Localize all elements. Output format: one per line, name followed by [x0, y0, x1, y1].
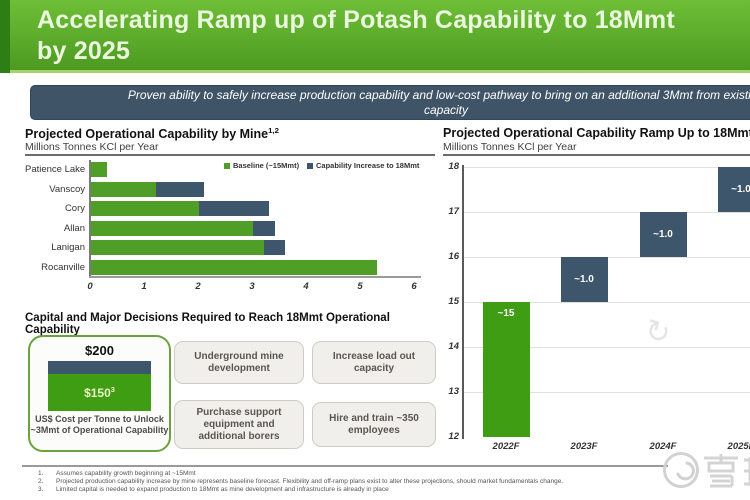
right-waterfall-chart: 18 17 16 15 14 13 12 ~15 ~1.0 ~1.0 ~1.0 2022F 2023F 2…: [443, 158, 750, 458]
waterfall-bar-2025F: ~1.0: [717, 167, 750, 212]
key-message-banner: Proven ability to safely increase produc…: [30, 85, 750, 120]
cost-top-value: $200: [85, 343, 114, 358]
decision-box-hire-train: Hire and train ~350 employees: [312, 402, 436, 447]
x-category-label: 2024F: [649, 441, 677, 452]
y-tick-label: 16: [448, 251, 459, 262]
y-tick-label: 17: [448, 206, 459, 217]
increase-bar: [263, 240, 286, 255]
footnote-divider: [22, 465, 668, 467]
baseline-swatch-icon: [224, 162, 230, 169]
baseline-bar: [91, 181, 156, 197]
gridline: [464, 347, 750, 348]
gridline: [464, 392, 750, 393]
left-chart-title: Projected Operational Capability by Mine…: [25, 126, 279, 142]
capital-section-heading: Capital and Major Decisions Required to …: [25, 312, 390, 336]
left-chart-rule: [25, 154, 435, 156]
increase-bar: [253, 220, 275, 236]
slide-header: [0, 0, 750, 73]
left-bar-chart: Patience Lake Vanscoy Cory Allan Lanigan Roca…: [25, 160, 437, 298]
category-label: Vanscoy: [49, 183, 85, 195]
cost-per-tonne-box: $200 $1503 US$ Cost per Tonne to Unlock …: [28, 335, 171, 452]
cost-bar-value: $150: [84, 386, 111, 400]
x-tick-label: 6: [411, 281, 417, 292]
cost-bar-superscript: 3: [110, 385, 115, 394]
waterfall-bar-2022F: ~15: [482, 302, 530, 437]
cost-caption: US$ Cost per Tonne to Unlock ~3Mmt of Op…: [30, 414, 169, 435]
cost-bar-increase-segment: [48, 361, 151, 374]
left-chart-x-axis: [89, 276, 421, 278]
category-label: Lanigan: [51, 242, 85, 253]
category-label: Cory: [64, 203, 85, 214]
y-tick-label: 12: [448, 431, 459, 442]
right-chart-title: Projected Operational Capability Ramp Up…: [443, 126, 750, 140]
right-chart-subtitle: Millions Tonnes KCl per Year: [443, 141, 577, 153]
watermark-logo-icon: [663, 452, 699, 488]
x-category-label: 2025F: [727, 441, 750, 452]
legend-item-increase: Capability Increase to 18Mmt: [307, 161, 419, 170]
category-label: Patience Lake: [25, 164, 86, 175]
left-chart-subtitle: Millions Tonnes KCl per Year: [25, 141, 159, 153]
category-label: Allan: [63, 222, 85, 234]
increase-bar: [155, 181, 205, 197]
baseline-bar: [91, 240, 264, 255]
category-label: Rocanville: [41, 261, 85, 273]
x-category-label: 2022F: [492, 441, 520, 452]
bar-value-label: ~1.0: [574, 274, 594, 285]
bar-value-label: ~1.0: [653, 229, 673, 240]
increase-swatch-icon: [307, 162, 313, 169]
baseline-bar: [91, 259, 378, 275]
decision-box-load-out: Increase load out capacity: [312, 341, 436, 384]
gridline: [464, 167, 750, 168]
waterfall-bar-2023F: ~1.0: [560, 257, 608, 302]
y-tick-label: 14: [448, 341, 459, 352]
bar-value-label: ~15: [497, 308, 515, 319]
cost-mini-bar: $1503: [48, 361, 151, 411]
baseline-bar: [91, 162, 108, 177]
y-tick-label: 15: [448, 296, 459, 307]
x-tick-label: 4: [303, 281, 309, 292]
x-tick-label: 0: [87, 281, 93, 292]
header-accent-strip: [0, 0, 10, 73]
legend-item-baseline: Baseline (~15Mmt): [224, 161, 299, 170]
cost-bar-baseline-segment: $1503: [48, 374, 151, 411]
watermark-text: [702, 452, 750, 495]
x-tick-label: 2: [195, 281, 201, 292]
slide-title: Accelerating Ramp up of Potash Capabilit…: [37, 6, 675, 65]
gridline: [464, 302, 750, 303]
waterfall-bar-2024F: ~1.0: [639, 212, 687, 257]
x-tick-label: 3: [249, 281, 255, 292]
right-chart-rule: [443, 154, 750, 156]
left-chart-title-superscript: 1,2: [268, 126, 279, 135]
gridline: [464, 212, 750, 213]
right-chart-y-axis: [462, 165, 464, 439]
decision-box-equipment: Purchase support equipment and additiona…: [174, 400, 304, 449]
left-chart-y-axis: [89, 160, 91, 276]
x-category-label: 2023F: [570, 441, 598, 452]
y-tick-label: 18: [448, 161, 459, 172]
x-tick-label: 1: [141, 281, 147, 292]
decision-box-underground-mine: Underground mine development: [174, 341, 304, 384]
baseline-bar: [91, 201, 199, 216]
key-message-text: Proven ability to safely increase produc…: [127, 88, 750, 117]
increase-bar: [199, 201, 270, 216]
y-tick-label: 13: [448, 386, 459, 397]
x-tick-label: 5: [357, 281, 363, 292]
baseline-bar: [91, 220, 253, 236]
bar-value-label: ~1.0: [731, 184, 750, 195]
